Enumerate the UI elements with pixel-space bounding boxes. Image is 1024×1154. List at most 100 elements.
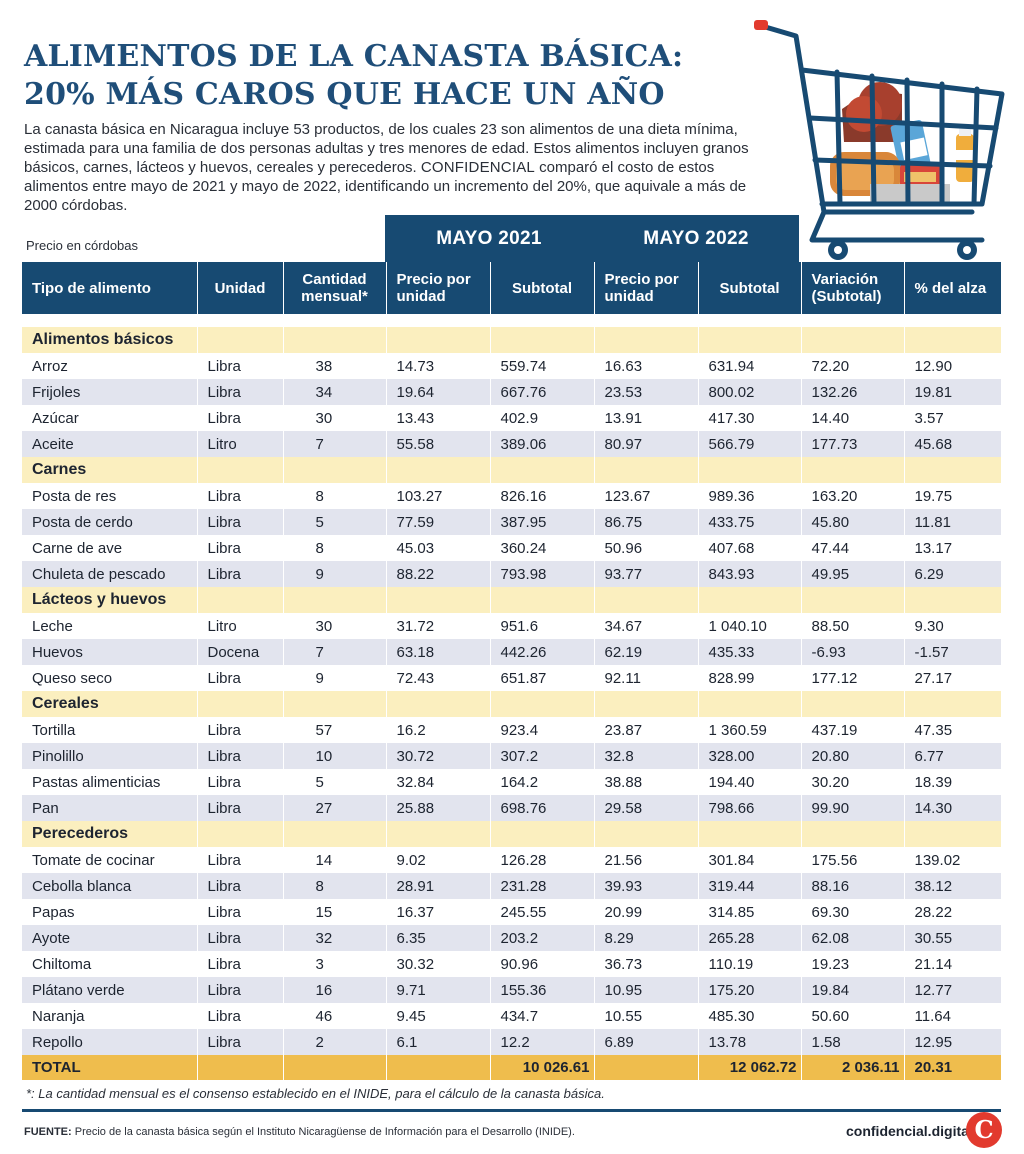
source-text: Precio de la canasta básica según el Ins… <box>71 1126 575 1138</box>
cell-unidad: Libra <box>196 483 283 509</box>
table-row: Pinolillo Libra 10 30.72 307.2 32.8 328.00 20.8… <box>22 743 1001 769</box>
cell-cantidad: 57 <box>282 717 386 743</box>
cell-subtotal-2021: 203.2 <box>489 925 594 951</box>
section-cell <box>282 327 386 353</box>
confidencial-logo-icon: C <box>966 1112 1002 1148</box>
table-row: Plátano verde Libra 16 9.71 155.36 10.95 175.2… <box>22 977 1001 1003</box>
section-cell <box>697 821 801 847</box>
section-label: Lácteos y huevos <box>22 587 197 613</box>
cell-subtotal-2021: 826.16 <box>489 483 594 509</box>
source-label: FUENTE: <box>24 1126 72 1138</box>
section-cell <box>593 821 698 847</box>
cell-variacion: 19.84 <box>800 977 904 1003</box>
section-label: Alimentos básicos <box>22 327 197 353</box>
cell-cantidad: 10 <box>282 743 386 769</box>
section-cell <box>489 691 594 717</box>
cell-tipo: Azúcar <box>22 405 197 431</box>
section-cell <box>489 587 594 613</box>
footer-rule <box>22 1109 1001 1112</box>
cell-cantidad: 9 <box>282 561 386 587</box>
cell-variacion: 88.50 <box>800 613 904 639</box>
cell-precio-2022: 36.73 <box>593 951 698 977</box>
col-header-subtotal-2022: Subtotal <box>697 262 801 314</box>
cell-alza: 27.17 <box>903 665 1001 691</box>
cell-variacion: 163.20 <box>800 483 904 509</box>
cell-subtotal-2021: 360.24 <box>489 535 594 561</box>
cell-tipo: Chiltoma <box>22 951 197 977</box>
cell-precio-2022: 6.89 <box>593 1029 698 1055</box>
section-cell <box>800 587 904 613</box>
cell-tipo: Pan <box>22 795 197 821</box>
intro-text: La canasta básica en Nicaragua incluye 5… <box>24 120 764 215</box>
cell-subtotal-2021: 923.4 <box>489 717 594 743</box>
cell-unidad: Libra <box>196 535 283 561</box>
cell-cantidad: 30 <box>282 613 386 639</box>
cell-precio-2021: 45.03 <box>385 535 490 561</box>
cell-precio-2021: 103.27 <box>385 483 490 509</box>
cell-cantidad: 7 <box>282 639 386 665</box>
section-cell <box>385 821 490 847</box>
cell-cantidad: 2 <box>282 1029 386 1055</box>
cell-unidad: Libra <box>196 1003 283 1029</box>
cell-variacion: 50.60 <box>800 1003 904 1029</box>
col-header-precio-2021: Precio por unidad <box>385 262 490 314</box>
cell-precio-2022: 62.19 <box>593 639 698 665</box>
cell-variacion: 437.19 <box>800 717 904 743</box>
total-alza: 20.31 <box>903 1055 1001 1080</box>
cell-subtotal-2022: 314.85 <box>697 899 801 925</box>
section-cell <box>800 327 904 353</box>
section-cell <box>196 691 283 717</box>
title-line-2: 20% MÁS CAROS QUE HACE UN AÑO <box>24 77 665 112</box>
cell-tipo: Naranja <box>22 1003 197 1029</box>
section-label: Cereales <box>22 691 197 717</box>
cell-variacion: 30.20 <box>800 769 904 795</box>
cell-subtotal-2021: 245.55 <box>489 899 594 925</box>
cell-tipo: Pastas alimenticias <box>22 769 197 795</box>
cell-precio-2021: 63.18 <box>385 639 490 665</box>
table-row: Leche Litro 30 31.72 951.6 34.67 1 040.10 88.50… <box>22 613 1001 639</box>
cell-alza: 38.12 <box>903 873 1001 899</box>
section-cell <box>697 327 801 353</box>
cell-precio-2022: 21.56 <box>593 847 698 873</box>
col-header-variacion: Variación (Subtotal) <box>800 262 904 314</box>
section-cell <box>196 821 283 847</box>
cell-subtotal-2022: 989.36 <box>697 483 801 509</box>
cell-variacion: 14.40 <box>800 405 904 431</box>
cell-unidad: Litro <box>196 431 283 457</box>
cell-alza: 12.90 <box>903 353 1001 379</box>
cell-alza: 9.30 <box>903 613 1001 639</box>
cell-tipo: Aceite <box>22 431 197 457</box>
cell-unidad: Libra <box>196 925 283 951</box>
cell-precio-2022: 29.58 <box>593 795 698 821</box>
cart-frame <box>759 23 1005 243</box>
cell-alza: 21.14 <box>903 951 1001 977</box>
cell-variacion: 49.95 <box>800 561 904 587</box>
source-note: FUENTE: Precio de la canasta básica segú… <box>24 1126 575 1138</box>
cell-variacion: 69.30 <box>800 899 904 925</box>
table-row: Carne de ave Libra 8 45.03 360.24 50.96 407.68… <box>22 535 1001 561</box>
section-cell <box>903 457 1001 483</box>
table-row: Chiltoma Libra 3 30.32 90.96 36.73 110.19 19.23… <box>22 951 1001 977</box>
total-empty <box>385 1055 490 1080</box>
table-row: Papas Libra 15 16.37 245.55 20.99 314.85 69.30 2… <box>22 899 1001 925</box>
cell-tipo: Papas <box>22 899 197 925</box>
year-header-2021: MAYO 2021 <box>385 215 593 263</box>
cell-alza: 11.81 <box>903 509 1001 535</box>
cell-precio-2021: 77.59 <box>385 509 490 535</box>
cell-subtotal-2022: 265.28 <box>697 925 801 951</box>
table-row: Repollo Libra 2 6.1 12.2 6.89 13.78 1.58 12.95 <box>22 1029 1001 1055</box>
cell-precio-2022: 23.53 <box>593 379 698 405</box>
cell-subtotal-2021: 155.36 <box>489 977 594 1003</box>
cell-cantidad: 8 <box>282 535 386 561</box>
cell-unidad: Libra <box>196 769 283 795</box>
cell-precio-2021: 9.45 <box>385 1003 490 1029</box>
cell-precio-2022: 8.29 <box>593 925 698 951</box>
total-empty <box>196 1055 283 1080</box>
section-label: Perecederos <box>22 821 197 847</box>
cell-variacion: 72.20 <box>800 353 904 379</box>
cell-cantidad: 16 <box>282 977 386 1003</box>
cell-unidad: Libra <box>196 353 283 379</box>
cell-unidad: Libra <box>196 665 283 691</box>
cell-precio-2021: 30.72 <box>385 743 490 769</box>
section-row: Alimentos básicos <box>22 327 1001 353</box>
